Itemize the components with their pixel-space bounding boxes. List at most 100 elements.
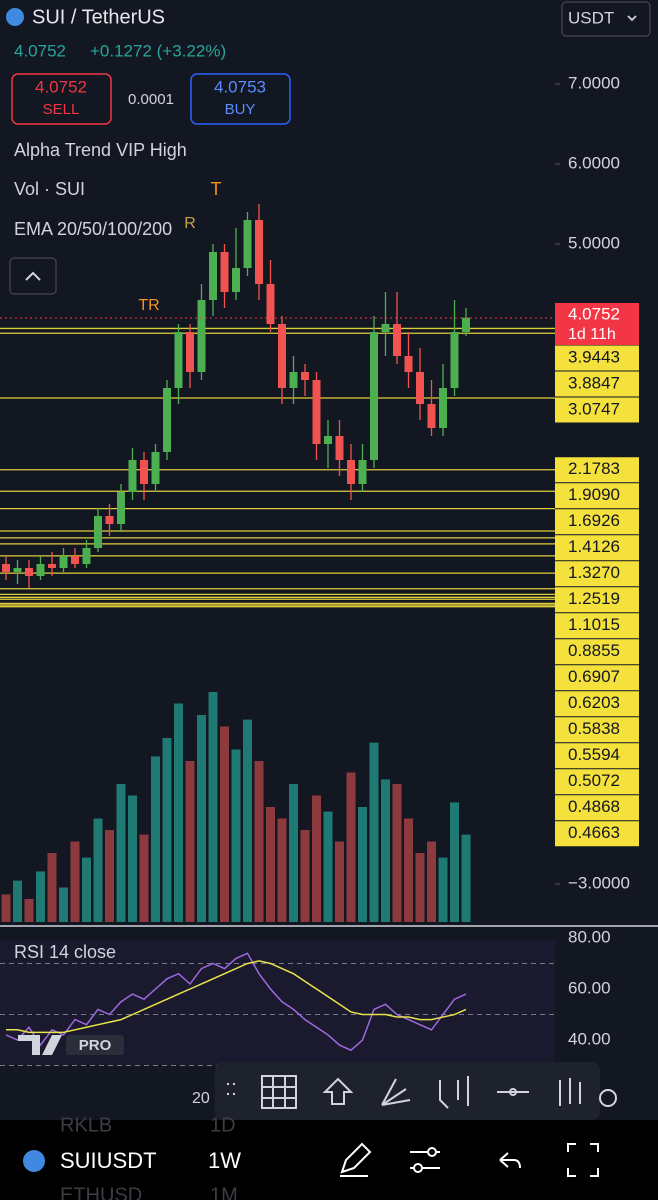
rsi-tick-label: 60.00 [568,978,611,997]
settings-icon[interactable] [599,1089,617,1107]
level-label: 0.4868 [568,797,620,816]
drag-handle[interactable] [227,1083,235,1095]
slider-knob [427,1147,437,1157]
marker: TR [138,297,159,314]
candle-body [94,516,102,548]
undo-icon[interactable] [499,1152,521,1169]
volume-bar [116,784,126,922]
candle-body [197,300,206,372]
candle-body [358,460,367,484]
spread: 0.0001 [128,91,174,108]
sell-price: 4.0752 [35,77,87,96]
candle-body [416,372,424,404]
volume-bar [438,857,448,922]
candle-body [140,460,148,484]
line-tool-dot [509,1088,517,1096]
rsi-title: RSI 14 close [14,942,116,962]
candle-body [117,492,125,524]
candle-body [255,220,263,284]
level-label: 1.1015 [568,615,620,634]
watchlist-symbol[interactable]: ETHUSD [60,1184,142,1200]
watchlist-symbol[interactable]: RKLB [60,1114,112,1136]
candle-body [163,388,171,452]
sell-label: SELL [43,101,80,118]
grid-tool[interactable] [261,1075,297,1109]
candle-body [2,564,10,572]
level-box [555,691,639,717]
volume-bar [70,841,80,922]
candle-body [381,324,390,332]
volume-bar [415,853,425,922]
sell-button[interactable] [11,73,112,125]
candle-body [427,404,436,428]
level-label: 1.4126 [568,537,620,556]
volume-bar [174,703,183,922]
arrow-tool[interactable] [322,1077,354,1105]
volume-bar [358,807,367,922]
volume-bar [346,772,356,922]
volume-bar [427,841,436,922]
level-box [555,561,639,587]
candle-body [266,284,275,324]
candle-body [289,372,298,388]
volume-bar [1,894,11,922]
volume-bar [36,871,45,922]
buy-price: 4.0753 [214,77,266,96]
indicator-label: Alpha Trend VIP High [14,140,187,160]
last-price: 4.0752 [14,41,66,60]
marker: T [211,179,222,199]
countdown-label: 1d 11h [568,326,616,343]
symbol-title: SUI / TetherUS [32,6,165,28]
logo-badge [66,1035,124,1055]
candle-body [105,516,114,524]
level-label: 0.5838 [568,719,620,738]
candle-body [450,332,459,388]
watchlist-interval: 1M [210,1184,238,1200]
candle-body [370,332,378,460]
collapse-button[interactable] [9,257,57,295]
fib-tool[interactable] [381,1078,411,1106]
level-label: 0.6203 [568,693,620,712]
pencil-icon[interactable] [340,1142,372,1177]
volume-bar [300,830,310,922]
candle-body [278,324,286,388]
candle-body [48,564,56,568]
buy-button[interactable] [190,73,291,125]
candle-body [82,548,91,564]
rsi-tick-label: 80.00 [568,927,611,946]
candle-body [324,436,332,444]
measure-tool[interactable] [559,1078,581,1106]
volume-bar [151,756,160,922]
candle-body [220,252,229,292]
level-label: 0.6907 [568,667,620,686]
coin-icon [6,8,24,26]
price-tick-label: 5.0000 [568,233,620,252]
level-box [555,743,639,769]
candle-body [243,220,252,268]
volume-bar [404,818,413,922]
footer-interval[interactable]: 1W [208,1148,241,1173]
volume-bar [381,779,390,922]
volume-bar [208,692,218,922]
price-tick-label: 7.0000 [568,73,620,92]
pattern-tool[interactable] [439,1076,469,1109]
volume-bar [243,719,252,922]
volume-bar [461,834,471,922]
volume-bar [82,857,91,922]
level-box [555,665,639,691]
candle-body [59,556,68,568]
level-box [555,345,639,371]
candle-body [335,436,344,460]
fullscreen-icon[interactable] [567,1143,599,1177]
footer-symbol[interactable]: SUIUSDT [60,1148,157,1173]
level-label: 1.2519 [568,589,620,608]
quote-currency: USDT [568,8,614,27]
volume-bar [335,841,344,922]
volume-bar [105,830,114,922]
level-label: 1.3270 [568,563,620,582]
quote-dropdown[interactable] [561,1,651,37]
level-box [555,509,639,535]
watchlist-interval: 1D [210,1114,236,1136]
indicator-label: Vol · SUI [14,179,85,199]
logo-text: PRO [79,1037,112,1054]
